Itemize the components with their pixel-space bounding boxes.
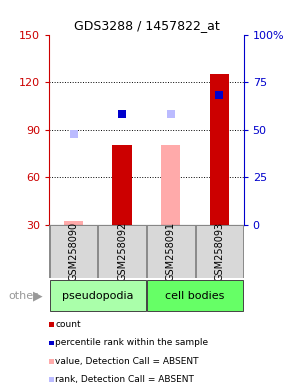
- Text: GSM258090: GSM258090: [69, 222, 79, 281]
- Text: ▶: ▶: [33, 289, 43, 302]
- Bar: [113, 146, 132, 225]
- Bar: [147, 280, 243, 311]
- Bar: [210, 74, 229, 225]
- Title: GDS3288 / 1457822_at: GDS3288 / 1457822_at: [74, 19, 219, 32]
- Bar: [50, 280, 146, 311]
- Bar: [147, 225, 195, 278]
- Point: [168, 111, 173, 117]
- Bar: [64, 222, 83, 225]
- Point: [71, 131, 76, 137]
- Bar: [98, 225, 146, 278]
- Text: GSM258091: GSM258091: [166, 222, 176, 281]
- Text: GSM258093: GSM258093: [214, 222, 224, 281]
- Bar: [161, 146, 180, 225]
- Bar: [195, 225, 243, 278]
- Text: other: other: [9, 291, 39, 301]
- Text: rank, Detection Call = ABSENT: rank, Detection Call = ABSENT: [55, 375, 194, 384]
- Point: [120, 111, 124, 117]
- Text: cell bodies: cell bodies: [165, 291, 225, 301]
- Text: GSM258092: GSM258092: [117, 222, 127, 281]
- Point: [217, 92, 222, 98]
- Text: pseudopodia: pseudopodia: [62, 291, 134, 301]
- Text: value, Detection Call = ABSENT: value, Detection Call = ABSENT: [55, 357, 199, 366]
- Bar: [50, 225, 97, 278]
- Text: percentile rank within the sample: percentile rank within the sample: [55, 338, 208, 348]
- Text: count: count: [55, 320, 81, 329]
